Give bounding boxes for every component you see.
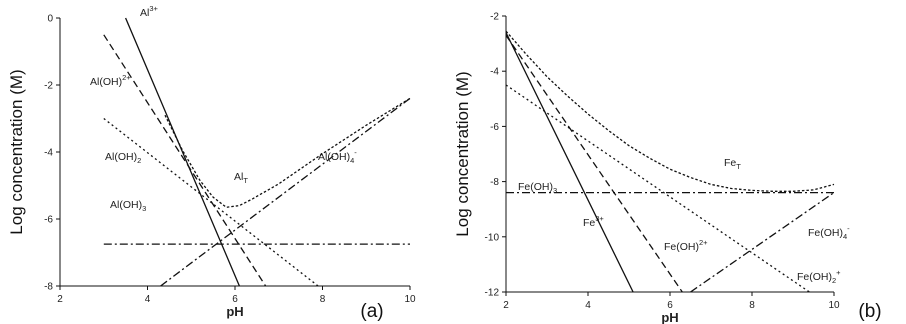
- chart-panel-b: 2 4 6 8 10 -2 -4 -6 -8 -10 -12 pH Log concentration …: [453, 12, 882, 324]
- series-label: Fe(OH)2+: [664, 238, 708, 253]
- series-label: Fe(OH)4-: [808, 224, 850, 241]
- series-label: FeT: [724, 157, 741, 171]
- x-tick-label: 4: [145, 294, 151, 305]
- y-tick-label: -12: [485, 288, 500, 299]
- series-label: Fe3+: [583, 214, 604, 229]
- series-label: Al(OH)2+: [90, 73, 131, 88]
- panel-label: (b): [858, 301, 881, 322]
- x-tick-label: 6: [667, 300, 673, 311]
- x-tick-label: 4: [585, 300, 591, 311]
- x-tick-label: 8: [320, 294, 326, 305]
- y-tick-label: -8: [490, 177, 499, 188]
- series-line-fe3-: [506, 32, 634, 292]
- series-label: Al(OH)4-: [318, 148, 357, 165]
- series-label: Fe(OH)2+: [797, 268, 841, 285]
- y-tick-label: -6: [44, 215, 53, 226]
- x-tick-label: 8: [749, 300, 755, 311]
- y-tick-label: -2: [490, 12, 499, 23]
- series-label: Al(OH)2: [105, 151, 141, 165]
- x-tick-label: 2: [503, 300, 509, 311]
- y-tick-label: -10: [485, 232, 500, 243]
- y-tick-label: -4: [490, 67, 499, 78]
- x-tick-label: 2: [57, 294, 63, 305]
- series-line-fe-oh-2-: [506, 84, 810, 292]
- series-line-al-oh-2-: [103, 117, 319, 286]
- x-tick-label: 6: [232, 294, 238, 305]
- series-line-fet: [506, 30, 835, 192]
- series-line-fe-oh-2-: [506, 34, 683, 292]
- series-line-al-oh-4-: [160, 97, 411, 286]
- panel-label: (a): [360, 301, 383, 322]
- series-label: Al(OH)3: [110, 199, 146, 213]
- series-label: AlT: [234, 171, 248, 185]
- x-tick-label: 10: [404, 294, 416, 305]
- y-axis-label: Log concentration (M): [453, 71, 472, 236]
- chart-panel-a: 2 4 6 8 10 0 -2 -4 -6 -8 pH Log concentration (M) (a…: [7, 4, 416, 322]
- y-tick-label: -4: [44, 148, 53, 159]
- y-tick-label: -2: [44, 81, 53, 92]
- series-line-fe-oh-4-: [690, 192, 835, 292]
- series-label: Al3+: [140, 4, 159, 19]
- y-tick-label: -8: [44, 282, 53, 293]
- series-label: Fe(OH)3: [518, 181, 557, 195]
- series-line-alt: [164, 97, 411, 208]
- x-axis-label: pH: [226, 304, 243, 319]
- x-tick-label: 10: [828, 300, 840, 311]
- series-line-al3-: [125, 17, 240, 286]
- x-axis-label: pH: [661, 310, 678, 324]
- y-tick-label: 0: [47, 14, 53, 25]
- y-tick-label: -6: [490, 122, 499, 133]
- y-axis-label: Log concentration (M): [7, 69, 26, 234]
